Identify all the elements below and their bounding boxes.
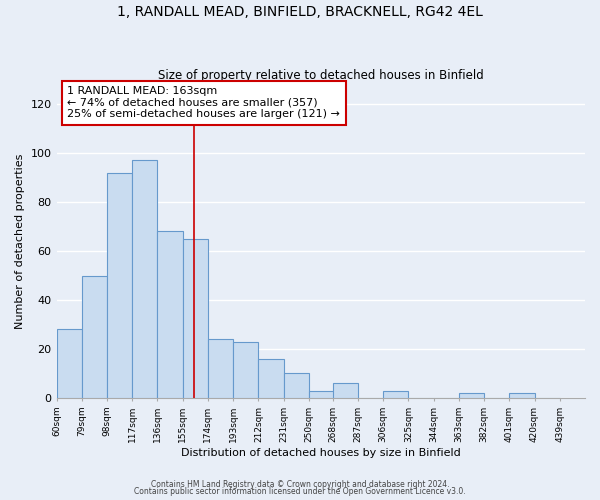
Bar bbox=[233, 342, 259, 398]
Bar bbox=[459, 393, 484, 398]
Text: Contains HM Land Registry data © Crown copyright and database right 2024.: Contains HM Land Registry data © Crown c… bbox=[151, 480, 449, 489]
Bar bbox=[107, 172, 132, 398]
Text: 1, RANDALL MEAD, BINFIELD, BRACKNELL, RG42 4EL: 1, RANDALL MEAD, BINFIELD, BRACKNELL, RG… bbox=[117, 5, 483, 19]
Bar bbox=[333, 383, 358, 398]
Text: 1 RANDALL MEAD: 163sqm
← 74% of detached houses are smaller (357)
25% of semi-de: 1 RANDALL MEAD: 163sqm ← 74% of detached… bbox=[67, 86, 340, 120]
Title: Size of property relative to detached houses in Binfield: Size of property relative to detached ho… bbox=[158, 69, 484, 82]
Bar bbox=[284, 374, 309, 398]
Bar bbox=[182, 239, 208, 398]
Bar bbox=[82, 276, 107, 398]
Bar bbox=[383, 390, 409, 398]
Text: Contains public sector information licensed under the Open Government Licence v3: Contains public sector information licen… bbox=[134, 487, 466, 496]
Bar bbox=[56, 330, 82, 398]
Bar bbox=[509, 393, 535, 398]
Bar bbox=[157, 232, 182, 398]
Bar bbox=[259, 359, 284, 398]
Bar bbox=[208, 339, 233, 398]
Bar bbox=[309, 390, 334, 398]
X-axis label: Distribution of detached houses by size in Binfield: Distribution of detached houses by size … bbox=[181, 448, 461, 458]
Bar bbox=[132, 160, 157, 398]
Y-axis label: Number of detached properties: Number of detached properties bbox=[15, 154, 25, 329]
